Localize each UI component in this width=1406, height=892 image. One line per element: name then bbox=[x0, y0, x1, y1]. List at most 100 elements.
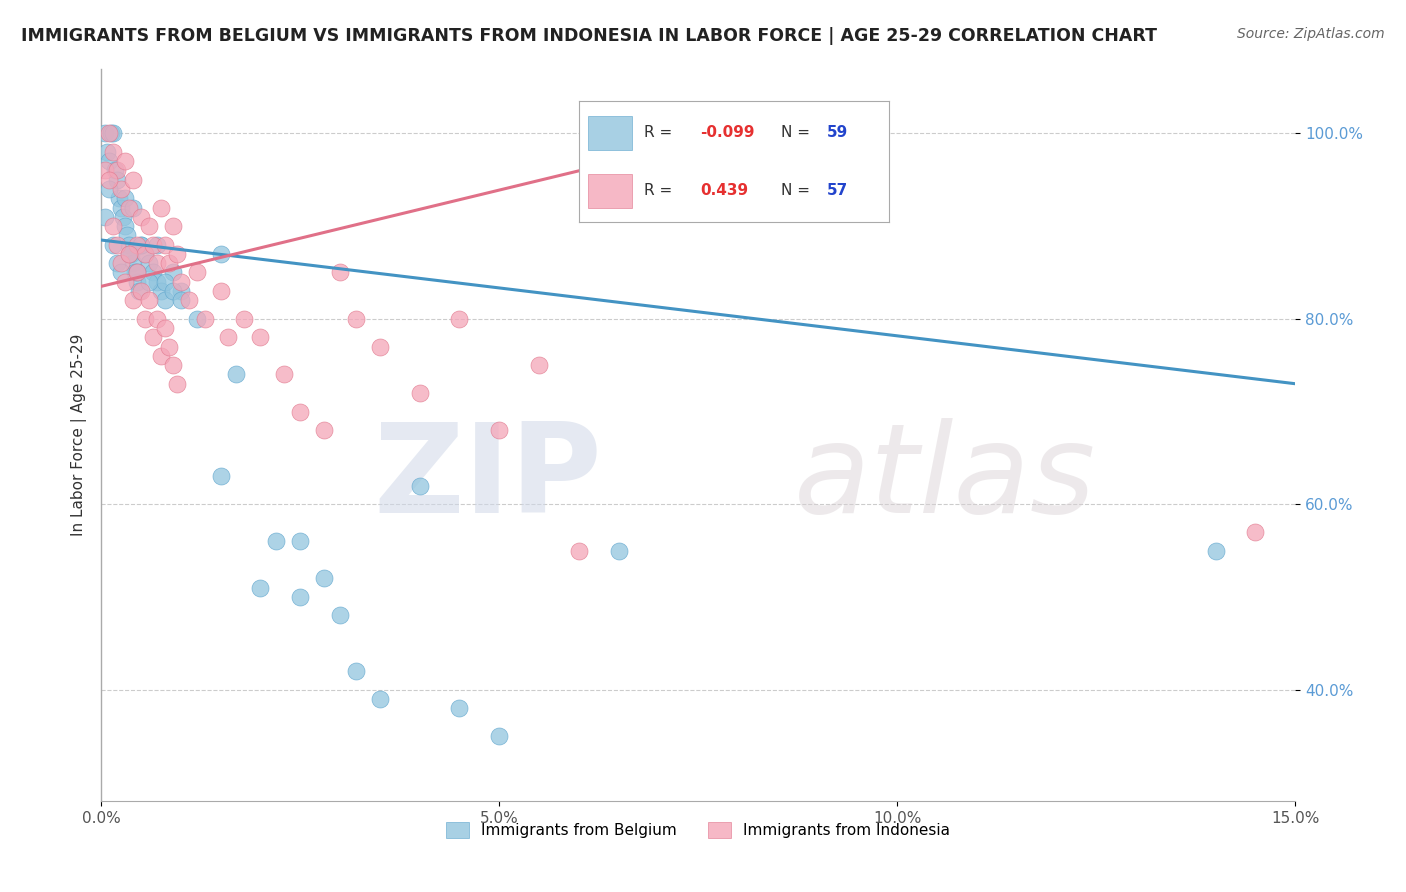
Immigrants from Belgium bbox=[1205, 543, 1227, 558]
Immigrants from Belgium bbox=[368, 692, 391, 706]
Immigrants from Belgium bbox=[146, 237, 169, 252]
Immigrants from Indonesia bbox=[488, 423, 510, 437]
Text: Source: ZipAtlas.com: Source: ZipAtlas.com bbox=[1237, 27, 1385, 41]
Immigrants from Belgium bbox=[125, 275, 148, 289]
Y-axis label: In Labor Force | Age 25-29: In Labor Force | Age 25-29 bbox=[72, 334, 87, 536]
Immigrants from Belgium bbox=[107, 191, 129, 205]
Immigrants from Indonesia bbox=[312, 423, 335, 437]
Immigrants from Belgium bbox=[170, 293, 193, 308]
Immigrants from Indonesia bbox=[153, 321, 176, 335]
Immigrants from Indonesia bbox=[209, 284, 232, 298]
Immigrants from Belgium bbox=[264, 534, 287, 549]
Immigrants from Belgium bbox=[186, 311, 208, 326]
Immigrants from Indonesia bbox=[129, 210, 152, 224]
Immigrants from Indonesia bbox=[105, 163, 128, 178]
Immigrants from Belgium bbox=[114, 219, 136, 233]
Immigrants from Belgium bbox=[98, 154, 121, 169]
Immigrants from Belgium bbox=[118, 237, 141, 252]
Text: ZIP: ZIP bbox=[374, 418, 603, 539]
Immigrants from Belgium bbox=[149, 284, 172, 298]
Immigrants from Belgium bbox=[118, 247, 141, 261]
Immigrants from Indonesia bbox=[114, 275, 136, 289]
Immigrants from Indonesia bbox=[142, 330, 165, 344]
Immigrants from Indonesia bbox=[134, 247, 156, 261]
Immigrants from Indonesia bbox=[146, 311, 169, 326]
Immigrants from Indonesia bbox=[527, 358, 550, 372]
Immigrants from Belgium bbox=[94, 210, 117, 224]
Immigrants from Belgium bbox=[153, 293, 176, 308]
Immigrants from Belgium bbox=[125, 265, 148, 279]
Immigrants from Indonesia bbox=[149, 349, 172, 363]
Immigrants from Indonesia bbox=[149, 201, 172, 215]
Immigrants from Indonesia bbox=[122, 173, 145, 187]
Immigrants from Indonesia bbox=[157, 340, 180, 354]
Immigrants from Indonesia bbox=[449, 311, 471, 326]
Immigrants from Belgium bbox=[100, 127, 122, 141]
Immigrants from Indonesia bbox=[157, 256, 180, 270]
Immigrants from Belgium bbox=[98, 182, 121, 196]
Immigrants from Indonesia bbox=[1244, 524, 1267, 539]
Immigrants from Belgium bbox=[162, 284, 184, 298]
Immigrants from Indonesia bbox=[98, 127, 121, 141]
Immigrants from Indonesia bbox=[408, 386, 430, 401]
Immigrants from Indonesia bbox=[218, 330, 240, 344]
Immigrants from Belgium bbox=[288, 534, 311, 549]
Immigrants from Belgium bbox=[122, 201, 145, 215]
Immigrants from Belgium bbox=[607, 543, 630, 558]
Immigrants from Indonesia bbox=[249, 330, 271, 344]
Immigrants from Belgium bbox=[138, 256, 160, 270]
Immigrants from Indonesia bbox=[110, 182, 132, 196]
Immigrants from Indonesia bbox=[101, 145, 124, 159]
Immigrants from Belgium bbox=[344, 664, 367, 678]
Immigrants from Belgium bbox=[170, 284, 193, 298]
Immigrants from Belgium bbox=[146, 275, 169, 289]
Immigrants from Belgium bbox=[115, 228, 138, 243]
Immigrants from Indonesia bbox=[170, 275, 193, 289]
Immigrants from Indonesia bbox=[125, 237, 148, 252]
Immigrants from Belgium bbox=[134, 247, 156, 261]
Immigrants from Belgium bbox=[209, 247, 232, 261]
Immigrants from Indonesia bbox=[568, 543, 591, 558]
Text: atlas: atlas bbox=[793, 418, 1095, 539]
Immigrants from Indonesia bbox=[166, 247, 188, 261]
Immigrants from Indonesia bbox=[273, 368, 295, 382]
Immigrants from Indonesia bbox=[134, 311, 156, 326]
Immigrants from Indonesia bbox=[146, 256, 169, 270]
Immigrants from Belgium bbox=[101, 127, 124, 141]
Immigrants from Belgium bbox=[110, 201, 132, 215]
Immigrants from Belgium bbox=[96, 145, 118, 159]
Immigrants from Belgium bbox=[110, 265, 132, 279]
Immigrants from Belgium bbox=[225, 368, 247, 382]
Immigrants from Belgium bbox=[124, 265, 146, 279]
Immigrants from Belgium bbox=[101, 237, 124, 252]
Immigrants from Indonesia bbox=[177, 293, 200, 308]
Immigrants from Belgium bbox=[129, 237, 152, 252]
Immigrants from Belgium bbox=[142, 265, 165, 279]
Immigrants from Belgium bbox=[162, 265, 184, 279]
Immigrants from Belgium bbox=[105, 173, 128, 187]
Immigrants from Belgium bbox=[488, 729, 510, 743]
Immigrants from Indonesia bbox=[118, 247, 141, 261]
Text: IMMIGRANTS FROM BELGIUM VS IMMIGRANTS FROM INDONESIA IN LABOR FORCE | AGE 25-29 : IMMIGRANTS FROM BELGIUM VS IMMIGRANTS FR… bbox=[21, 27, 1157, 45]
Immigrants from Indonesia bbox=[233, 311, 256, 326]
Immigrants from Indonesia bbox=[194, 311, 217, 326]
Immigrants from Indonesia bbox=[122, 293, 145, 308]
Immigrants from Belgium bbox=[104, 163, 127, 178]
Immigrants from Belgium bbox=[129, 237, 152, 252]
Immigrants from Belgium bbox=[209, 469, 232, 483]
Immigrants from Belgium bbox=[114, 191, 136, 205]
Immigrants from Belgium bbox=[122, 256, 145, 270]
Immigrants from Indonesia bbox=[98, 173, 121, 187]
Immigrants from Belgium bbox=[94, 127, 117, 141]
Immigrants from Indonesia bbox=[344, 311, 367, 326]
Immigrants from Indonesia bbox=[101, 219, 124, 233]
Immigrants from Belgium bbox=[288, 590, 311, 604]
Immigrants from Indonesia bbox=[105, 237, 128, 252]
Immigrants from Belgium bbox=[449, 701, 471, 715]
Immigrants from Indonesia bbox=[162, 219, 184, 233]
Immigrants from Indonesia bbox=[138, 293, 160, 308]
Immigrants from Belgium bbox=[138, 275, 160, 289]
Immigrants from Indonesia bbox=[110, 256, 132, 270]
Immigrants from Belgium bbox=[312, 571, 335, 585]
Immigrants from Belgium bbox=[249, 581, 271, 595]
